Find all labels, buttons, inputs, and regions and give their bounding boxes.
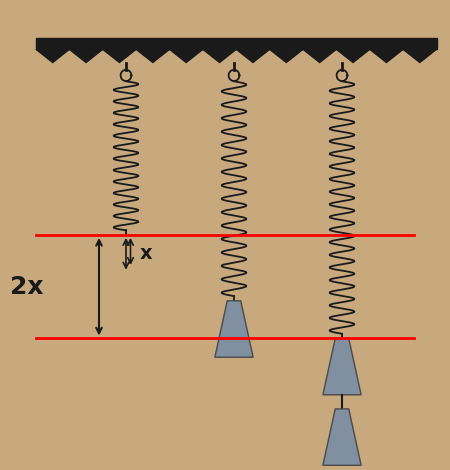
Text: x: x: [140, 244, 152, 263]
Polygon shape: [337, 49, 370, 63]
Polygon shape: [103, 49, 136, 63]
Polygon shape: [170, 49, 203, 63]
Text: 2x: 2x: [10, 274, 44, 299]
Polygon shape: [403, 49, 436, 63]
Polygon shape: [236, 49, 270, 63]
Polygon shape: [136, 49, 170, 63]
Polygon shape: [303, 49, 337, 63]
Polygon shape: [323, 409, 361, 465]
Polygon shape: [69, 49, 103, 63]
Polygon shape: [215, 301, 253, 357]
Polygon shape: [203, 49, 236, 63]
Polygon shape: [36, 49, 69, 63]
Polygon shape: [323, 338, 361, 395]
Polygon shape: [370, 49, 403, 63]
Polygon shape: [270, 49, 303, 63]
